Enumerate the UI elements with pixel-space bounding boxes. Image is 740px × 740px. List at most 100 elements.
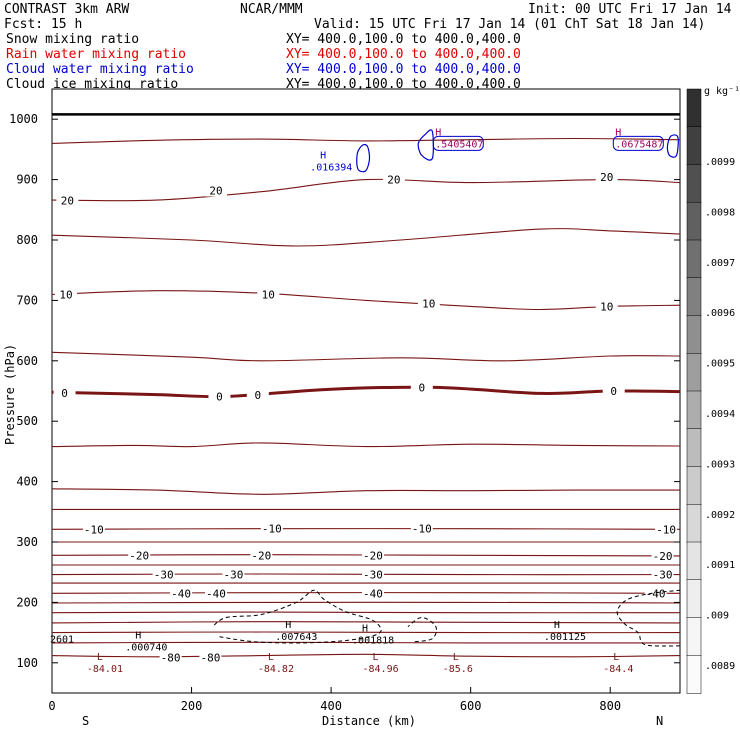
edge-value-label: 2601 — [50, 635, 74, 646]
temperature-contour — [51, 601, 681, 604]
contour-label: -40 — [206, 587, 226, 600]
cloud-ice-contour — [212, 589, 382, 644]
field-snow-xy: XY= 400.0,100.0 to 400.0,400.0 — [286, 32, 521, 47]
init-time: Init: 00 UTC Fri 17 Jan 14 — [528, 2, 732, 17]
colorbar-swatch — [686, 655, 702, 694]
temperature-contour — [51, 290, 681, 311]
cloud-water-contour — [666, 134, 679, 158]
colorbar-swatch — [686, 277, 702, 317]
colorbar-swatch — [686, 202, 702, 241]
contour-label-bg — [204, 184, 227, 197]
contour-label: -40 — [646, 587, 666, 600]
contour-label-bg — [159, 651, 182, 664]
x-tick-label: 200 — [181, 699, 203, 713]
field-rain-label: Rain water mixing ratio — [6, 47, 186, 62]
y-tick-label: 300 — [16, 535, 38, 549]
contour-label-bg — [361, 587, 384, 600]
rain-region — [612, 135, 664, 151]
extremum-symbol: L — [373, 652, 379, 663]
colorbar-swatch — [686, 315, 702, 354]
y-tick-label: 100 — [16, 656, 38, 670]
extremum-value: .001818 — [352, 635, 394, 646]
contour-label: -20 — [653, 550, 673, 563]
extremum-value: -85.6 — [443, 664, 473, 675]
contour-label-bg — [170, 587, 193, 600]
contour-label: -20 — [363, 549, 383, 562]
cloud-water-contour — [356, 143, 371, 173]
field-rain-xy: XY= 400.0,100.0 to 400.0,400.0 — [286, 47, 521, 62]
contour-label-bg — [382, 173, 405, 186]
cloud-ice-contour — [407, 616, 437, 643]
colorbar-swatch — [686, 428, 702, 468]
colorbar-tick-label: .0097 — [705, 258, 735, 269]
contour-label-bg — [417, 297, 440, 310]
temperature-contour — [51, 621, 681, 624]
cloud-ice-contour — [616, 589, 681, 647]
contour-label: 0 — [61, 387, 68, 400]
colorbar-swatch — [686, 617, 702, 656]
colorbar-unit: g kg⁻¹ — [704, 86, 740, 97]
colorbar-swatch — [686, 164, 702, 203]
colorbar-swatch — [686, 579, 702, 619]
colorbar-tick-label: .0089 — [705, 661, 735, 672]
contour-label: -10 — [84, 523, 104, 536]
contour-label-bg — [361, 568, 384, 581]
colorbar-tick-label: .0098 — [705, 207, 735, 218]
extremum-symbol: H — [554, 620, 560, 631]
temperature-contour — [51, 488, 681, 495]
temperature-contour — [51, 385, 681, 399]
contour-label: 0 — [610, 385, 617, 398]
temperature-contour — [51, 442, 681, 448]
x-tick-label: 400 — [320, 699, 342, 713]
contour-label: 0 — [255, 389, 262, 402]
contour-label-bg — [644, 587, 667, 600]
colorbar-tick-label: .009 — [705, 611, 729, 622]
contour-label-bg — [410, 381, 433, 394]
contour-label: 20 — [61, 195, 74, 208]
extremum-symbol: L — [613, 652, 619, 663]
colorbar-swatch — [686, 239, 702, 279]
colorbar-tick-label: .0093 — [705, 459, 735, 470]
temperature-contour — [51, 611, 681, 614]
extremum-symbol: H — [362, 623, 368, 634]
y-tick-label: 200 — [16, 595, 38, 609]
colorbar-tick-label: .0095 — [705, 359, 735, 370]
colorbar-swatch — [686, 353, 702, 392]
contour-label-bg — [204, 587, 227, 600]
contour-label-bg — [260, 522, 283, 535]
contour-label: -10 — [412, 523, 432, 536]
contour-label-bg — [361, 549, 384, 562]
contour-label: -20 — [129, 549, 149, 562]
colorbar-swatch — [686, 126, 702, 166]
contour-label-bg — [595, 171, 618, 184]
contour-label: 20 — [209, 184, 222, 197]
contour-label-bg — [152, 568, 175, 581]
contour-label: 10 — [262, 288, 275, 301]
extremum-value: .016394 — [310, 162, 352, 173]
colorbar-swatch — [686, 88, 702, 128]
contour-label: -80 — [200, 651, 220, 664]
contour-label: -40 — [171, 587, 191, 600]
contour-label-bg — [128, 549, 151, 562]
cloud-water-contour — [417, 129, 434, 161]
contour-label: -30 — [223, 569, 243, 582]
model-title: CONTRAST 3km ARW — [4, 2, 129, 17]
contour-label: -10 — [656, 523, 676, 536]
rain-cluster-value: .5405407 — [435, 139, 483, 150]
colorbar: .0099 .0098 .0097 .0096 .0095 .0094 .0093 .0092… — [686, 88, 735, 694]
extremum-value: -84.82 — [258, 664, 294, 675]
south-end-label: S — [82, 714, 89, 728]
colorbar-tick-label: .0092 — [705, 510, 735, 521]
contour-label: 10 — [422, 297, 435, 310]
contour-label-bg — [602, 385, 625, 397]
colorbar-tick-label: .0094 — [705, 409, 735, 420]
extremum-value: -84.01 — [87, 664, 123, 675]
org-title: NCAR/MMM — [240, 2, 303, 17]
rain-high-marker: H — [435, 127, 441, 138]
rain-region — [432, 135, 484, 151]
extremum-symbol: H — [135, 631, 141, 642]
x-axis-label: Distance (km) — [322, 714, 416, 728]
y-tick-label: 500 — [16, 414, 38, 428]
contour-label-bg — [250, 549, 273, 562]
